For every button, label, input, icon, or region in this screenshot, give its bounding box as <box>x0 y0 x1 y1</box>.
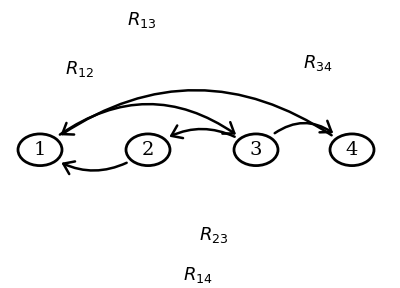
FancyArrowPatch shape <box>62 90 332 135</box>
Circle shape <box>126 134 170 166</box>
Text: 3: 3 <box>250 141 262 159</box>
Circle shape <box>18 134 62 166</box>
Circle shape <box>330 134 374 166</box>
Circle shape <box>234 134 278 166</box>
FancyArrowPatch shape <box>60 104 234 134</box>
Text: $R_{34}$: $R_{34}$ <box>303 53 333 73</box>
Text: $R_{12}$: $R_{12}$ <box>65 59 95 79</box>
Text: $R_{13}$: $R_{13}$ <box>127 10 157 30</box>
Text: $R_{23}$: $R_{23}$ <box>199 225 229 245</box>
FancyArrowPatch shape <box>275 121 332 133</box>
FancyArrowPatch shape <box>171 126 235 138</box>
Text: 4: 4 <box>346 141 358 159</box>
Text: 1: 1 <box>34 141 46 159</box>
Text: $R_{14}$: $R_{14}$ <box>183 265 213 285</box>
Text: 2: 2 <box>142 141 154 159</box>
FancyArrowPatch shape <box>63 161 127 174</box>
